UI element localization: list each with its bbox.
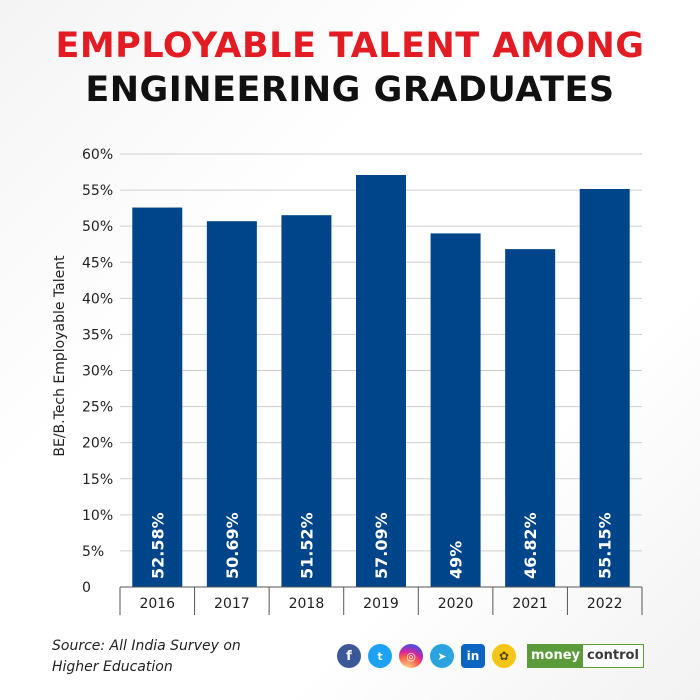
y-tick-label: 20% [82,436,113,452]
instagram-icon[interactable]: ◎ [399,644,423,668]
moneycontrol-logo: money control [527,644,644,668]
data-label: 46.82% [521,512,540,579]
social-links: f t ◎ ➤ in ✿ money control [337,642,644,670]
telegram-icon[interactable]: ➤ [430,644,454,668]
x-tick-label: 2019 [363,596,399,612]
x-tick-label: 2021 [512,596,548,612]
x-tick-label: 2018 [289,596,325,612]
y-tick-label: 25% [82,400,113,416]
linkedin-icon[interactable]: in [461,644,485,668]
facebook-icon[interactable]: f [337,644,361,668]
x-tick-label: 2016 [139,596,175,612]
y-tick-label: 5% [82,544,104,560]
y-tick-label: 15% [82,472,113,488]
y-tick-label: 35% [82,327,113,343]
y-tick-label: 60% [82,147,113,163]
axis-layer: 0 5% 10% 15% 20% 25% 30% 35% 40% 45% 50% 55% 60% 2016… [82,147,643,615]
source-line-2: Higher Education [52,659,173,675]
x-tick-label: 2020 [438,596,474,612]
y-tick-label: 10% [82,508,113,524]
bar-layer: 52.58% 50.69% 51.52% 57.09% 49% 46.82% 55.15% [132,175,630,588]
bar-2017 [206,221,257,587]
y-tick-label: 50% [82,219,113,235]
data-label: 50.69% [223,512,242,579]
bar-2019 [356,175,406,588]
data-label: 52.58% [148,512,167,579]
data-label: 49% [447,541,466,579]
bar-2018 [281,215,332,587]
y-tick-label: 40% [82,291,113,307]
bar-2020 [430,233,481,587]
data-label: 55.15% [596,512,615,579]
x-tick-label: 2022 [587,596,623,612]
y-tick-label: 55% [82,183,113,199]
chart-title-line-1: EMPLOYABLE TALENT AMONG [55,26,645,66]
data-label: 57.09% [372,512,391,579]
koo-icon[interactable]: ✿ [492,644,516,668]
bar-2021 [505,249,556,587]
brand-part-1: money [528,645,584,667]
y-axis-label: BE/B.Tech Employable Talent [52,255,68,457]
source-line-1: Source: All India Survey on [52,638,241,654]
data-label: 51.52% [297,512,316,579]
bar-2016 [132,207,183,587]
brand-part-2: control [587,648,639,663]
y-tick-label: 30% [82,364,113,380]
chart-title-line-2: ENGINEERING GRADUATES [85,70,615,110]
twitter-icon[interactable]: t [368,644,392,668]
bar-2022 [579,189,630,587]
x-tick-label: 2017 [214,596,250,612]
y-tick-label: 0 [82,580,91,596]
y-tick-label: 45% [82,255,113,271]
source-note: Source: All India Survey on Higher Educa… [52,636,312,678]
